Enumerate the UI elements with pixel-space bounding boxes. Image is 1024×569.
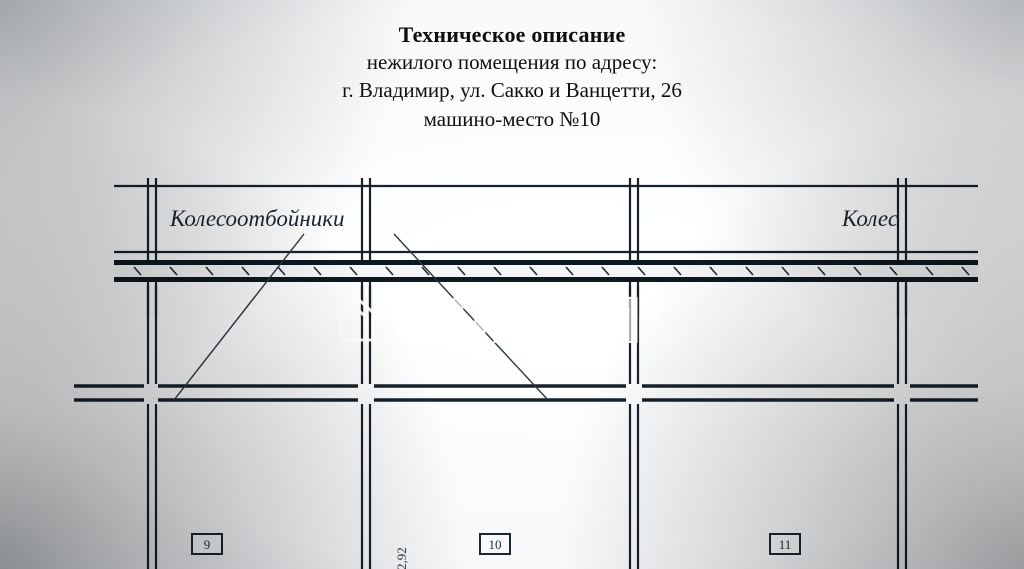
floorplan-svg: Колесоотбойники Колес 9 10 11 2,92 — [74, 178, 978, 569]
doc-title: Техническое описание — [0, 22, 1024, 48]
svg-text:11: 11 — [779, 537, 792, 552]
floorplan-diagram: Колесоотбойники Колес 9 10 11 2,92 — [74, 178, 978, 569]
svg-text:Колесоотбойники: Колесоотбойники — [169, 206, 345, 231]
svg-text:2,92: 2,92 — [394, 547, 409, 569]
header-block: Техническое описание нежилого помещения … — [0, 22, 1024, 133]
document-page: Техническое описание нежилого помещения … — [0, 0, 1024, 569]
svg-text:9: 9 — [204, 537, 211, 552]
doc-subtitle-1: нежилого помещения по адресу: — [0, 48, 1024, 76]
doc-subtitle-3: машино-место №10 — [0, 105, 1024, 133]
svg-text:Колес: Колес — [841, 206, 898, 231]
svg-text:10: 10 — [489, 537, 502, 552]
doc-subtitle-2: г. Владимир, ул. Сакко и Ванцетти, 26 — [0, 76, 1024, 104]
